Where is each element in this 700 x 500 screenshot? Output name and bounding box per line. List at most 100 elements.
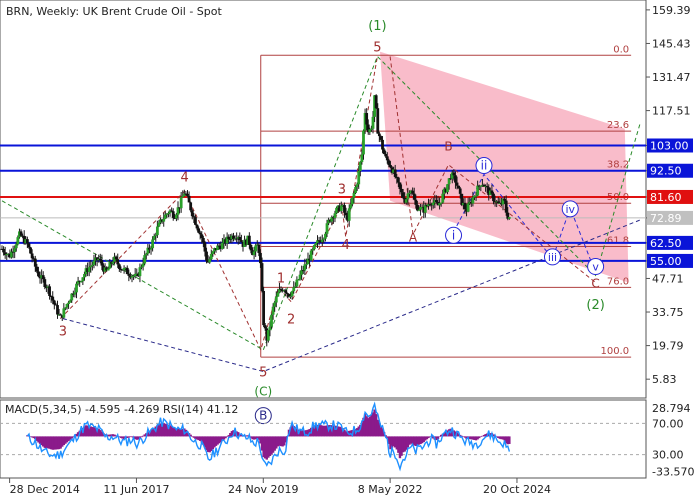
candle-body	[49, 295, 53, 297]
candle-body	[282, 290, 286, 292]
candle-body	[423, 205, 427, 213]
candle-body	[257, 244, 261, 253]
candle-body	[41, 275, 45, 280]
macd-bar	[365, 416, 368, 437]
candle-body	[333, 213, 337, 219]
candle-body	[211, 251, 215, 254]
candle-body	[236, 237, 240, 239]
macd-bar	[56, 436, 59, 450]
macd-bar	[373, 409, 376, 437]
channel-area	[380, 51, 629, 283]
candle-body	[124, 267, 128, 269]
candle-body	[270, 314, 273, 327]
candle-body	[141, 263, 145, 267]
candle-body	[205, 251, 208, 261]
candle-body	[170, 210, 174, 212]
macd-bar	[206, 436, 210, 452]
macd-bar	[70, 436, 73, 439]
macd-bar	[295, 428, 299, 437]
candle-body	[389, 164, 392, 168]
candle-body	[189, 202, 193, 211]
macd-bar	[213, 436, 216, 448]
candle-body	[374, 95, 378, 109]
macd-bar	[394, 436, 397, 448]
candle-body	[73, 292, 77, 295]
candle-body	[62, 308, 66, 318]
macd-bar	[211, 436, 215, 450]
macd-bar	[221, 436, 224, 441]
macd-bar	[108, 434, 112, 437]
macd-bar	[151, 429, 154, 437]
macd-bar	[319, 425, 322, 437]
macd-bar	[435, 436, 438, 441]
candle-body	[352, 192, 356, 198]
macd-bar	[333, 425, 337, 437]
candle-body	[446, 184, 449, 193]
candle-body	[247, 235, 251, 245]
candle-body	[143, 255, 147, 264]
macd-bar	[281, 436, 284, 447]
candle-body	[168, 210, 172, 214]
candle-body	[325, 223, 329, 234]
candle-body	[266, 330, 270, 341]
macd-bar	[46, 436, 50, 449]
macd-bar	[230, 431, 234, 437]
candle-body	[398, 182, 402, 189]
candle-body	[260, 263, 264, 291]
macd-bar	[428, 436, 432, 437]
candle-body	[176, 207, 180, 215]
macd-bar	[468, 436, 471, 440]
candle-body	[151, 239, 155, 249]
channel-layer	[380, 51, 629, 283]
macd-bar	[65, 436, 69, 443]
macd-bar	[172, 427, 175, 437]
macd-bar	[42, 436, 45, 447]
candle-body	[458, 188, 462, 194]
macd-bar	[263, 436, 267, 459]
candle-body	[117, 264, 121, 269]
candle-body	[368, 129, 372, 133]
macd-bar	[121, 436, 124, 439]
candle-body	[335, 207, 338, 214]
candle-body	[138, 267, 142, 277]
candle-body	[14, 244, 18, 249]
candle-body	[171, 211, 175, 218]
candle-body	[436, 202, 440, 206]
macd-bar	[362, 417, 365, 437]
candle-body	[2, 248, 5, 253]
macd-bar	[370, 414, 373, 437]
macd-bar	[200, 436, 203, 443]
candle-body	[390, 167, 394, 173]
macd-bar	[481, 435, 484, 437]
candle-body	[18, 231, 21, 238]
macd-bar	[368, 416, 372, 437]
candle-body	[449, 178, 453, 180]
macd-bar	[51, 436, 54, 450]
wave-label: (1)	[368, 19, 386, 34]
candle-body	[382, 149, 386, 155]
candle-body	[274, 296, 278, 303]
candle-body	[466, 203, 470, 212]
macd-bar	[162, 423, 165, 437]
macd-bar	[268, 436, 272, 457]
current-price-tag	[647, 210, 693, 225]
trend-line	[389, 56, 596, 283]
macd-bar	[76, 432, 80, 437]
candle-body	[469, 201, 473, 204]
macd-bar	[167, 424, 170, 437]
macd-bar	[360, 423, 364, 437]
candle-body	[206, 260, 210, 263]
candle-body	[11, 251, 15, 253]
macd-bar	[392, 436, 395, 447]
wave-label: iv	[565, 203, 575, 216]
wave-label: 3	[338, 183, 346, 198]
candle-body	[471, 197, 475, 204]
fib-level-label: 23.6	[607, 120, 629, 131]
macd-bar	[413, 436, 416, 446]
candle-body	[213, 248, 216, 252]
macd-bar	[471, 436, 475, 440]
candle-body	[10, 251, 13, 258]
price-axis-label: 5.83	[652, 373, 677, 386]
candle-body	[92, 260, 96, 265]
macd-bar	[335, 426, 338, 437]
